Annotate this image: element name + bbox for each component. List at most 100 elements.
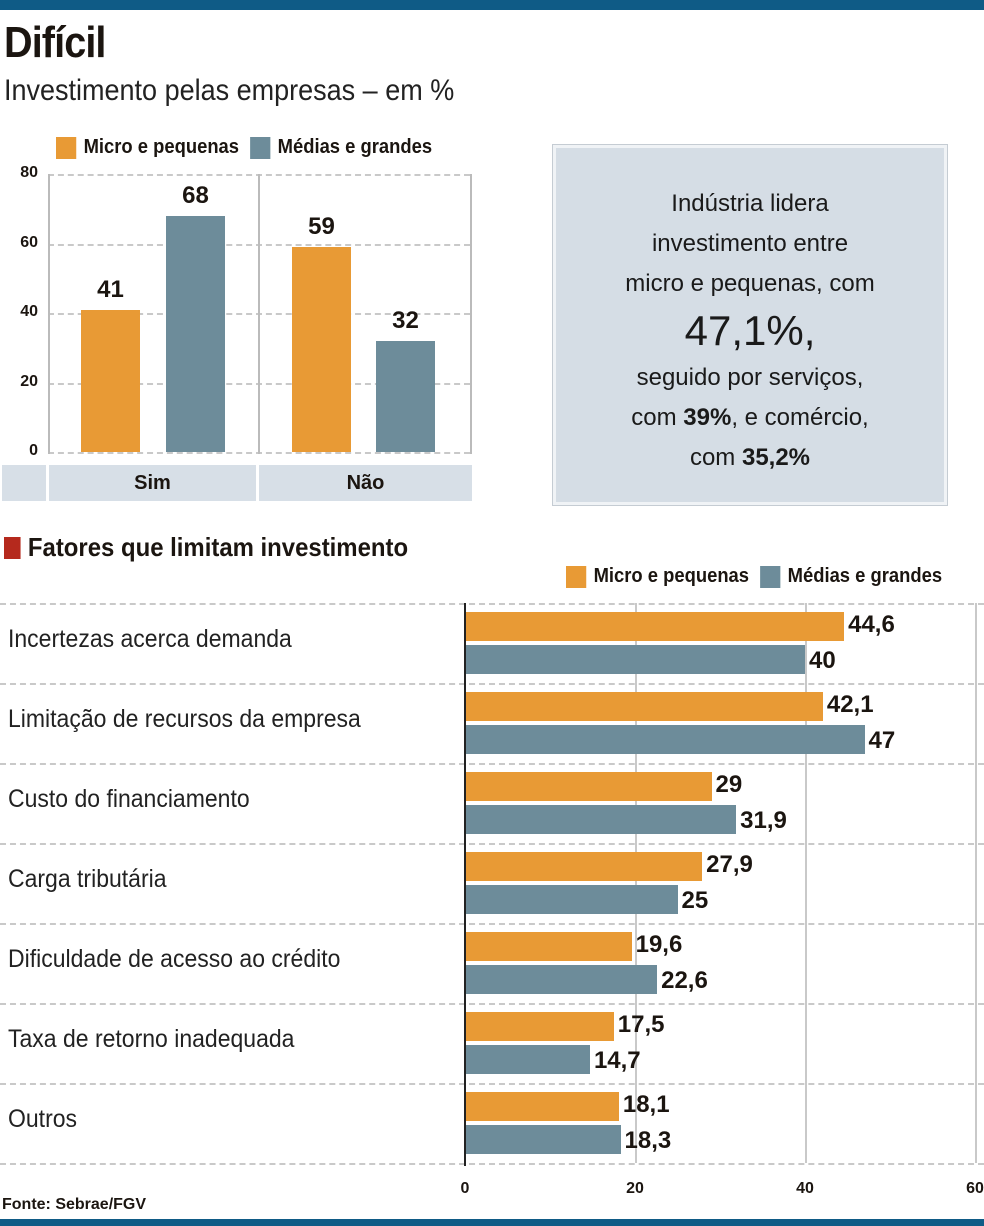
section-title: Fatores que limitam investimento: [4, 532, 408, 563]
data-label: 17,5: [617, 1011, 665, 1038]
data-label: 25: [681, 887, 709, 914]
legend-swatch-micro: [56, 136, 77, 159]
bottom-accent-bar: [0, 1219, 984, 1226]
page-title: Difícil: [4, 18, 106, 67]
data-label: 22,6: [661, 967, 708, 994]
legend-label-micro: Micro e pequenas: [83, 136, 240, 158]
info-line: Indústria lidera: [671, 190, 829, 217]
bar: [81, 309, 140, 452]
page-subtitle: Investimento pelas empresas – em %: [4, 74, 455, 107]
legend-swatch-medias: [250, 136, 271, 159]
legend-bottom: Micro e pequenas Médias e grandes: [566, 565, 942, 588]
y-tick-label: 60: [20, 233, 38, 251]
bar: [465, 932, 632, 961]
data-label: 18,3: [624, 1127, 672, 1154]
gridline: [805, 603, 807, 1163]
gridline: [975, 603, 977, 1163]
data-label: 14,7: [593, 1047, 641, 1074]
legend-swatch-micro: [566, 565, 587, 588]
y-tick-label: 20: [20, 372, 38, 390]
row-separator: [0, 923, 984, 925]
bar: [465, 885, 678, 914]
legend-label-micro: Micro e pequenas: [593, 565, 750, 587]
section-marker: [4, 536, 21, 559]
source-note: Fonte: Sebrae/FGV: [2, 1196, 147, 1213]
category-label: Incertezas acerca demanda: [8, 625, 292, 653]
info-line: micro e pequenas, com: [625, 270, 875, 297]
bar: [465, 725, 865, 754]
y-tick-label: 0: [29, 442, 38, 459]
top-accent-bar: [0, 0, 984, 10]
bar: [465, 1045, 590, 1074]
info-highlight: 47,1%,: [684, 307, 816, 354]
info-bold: 35,2%: [741, 444, 811, 471]
x-tick-label: 20: [626, 1180, 644, 1197]
info-text: , e comércio,: [731, 404, 869, 431]
bar: [465, 1092, 619, 1121]
info-text: com: [689, 444, 742, 471]
row-separator: [0, 843, 984, 845]
info-box: Indústria lidera investimento entre micr…: [553, 145, 947, 505]
row-separator: [0, 1163, 984, 1165]
bar: [465, 1012, 614, 1041]
bar: [166, 215, 225, 452]
row-separator: [0, 1083, 984, 1085]
bar: [292, 246, 351, 452]
bar: [465, 1125, 621, 1154]
category-label: Dificuldade de acesso ao crédito: [8, 945, 341, 973]
data-label: 40: [809, 647, 836, 674]
data-label: 19,6: [635, 931, 683, 958]
section-title-text: Fatores que limitam investimento: [27, 532, 409, 562]
x-tick-label: 60: [966, 1180, 984, 1197]
category-nao: Não: [259, 465, 472, 501]
category-label: Carga tributária: [8, 865, 167, 893]
data-label: 68: [182, 181, 209, 209]
axis-line: [48, 174, 50, 454]
legend-swatch-medias: [760, 565, 781, 588]
bar: [465, 772, 712, 801]
bar: [465, 612, 845, 641]
category-label: Limitação de recursos da empresa: [8, 705, 361, 733]
legend-top: Micro e pequenas Médias e grandes: [56, 136, 432, 159]
y-tick-label: 40: [20, 303, 38, 320]
info-line: com 39%, e comércio,: [556, 398, 944, 438]
info-line: investimento entre: [651, 230, 849, 257]
category-label: Taxa de retorno inadequada: [8, 1025, 295, 1053]
row-separator: [0, 683, 984, 685]
data-label: 29: [715, 771, 743, 798]
info-bold: 39%: [683, 404, 732, 431]
data-label: 41: [97, 275, 124, 303]
legend-label-medias: Médias e grandes: [787, 565, 943, 587]
row-separator: [0, 763, 984, 765]
legend-label-medias: Médias e grandes: [277, 136, 433, 158]
data-label: 18,1: [622, 1091, 670, 1118]
data-label: 32: [392, 306, 419, 334]
bar: [465, 692, 823, 721]
bar: [465, 965, 658, 994]
category-label: Outros: [8, 1105, 78, 1133]
data-label: 44,6: [848, 611, 895, 638]
info-line: com 35,2%: [556, 438, 944, 478]
data-label: 31,9: [740, 807, 787, 834]
info-line: seguido por serviços,: [636, 364, 864, 391]
bar: [376, 340, 435, 452]
axis-line: [464, 603, 466, 1166]
x-tick-label: 0: [460, 1180, 470, 1197]
bar: [465, 852, 703, 881]
category-axis-blank: [2, 465, 46, 501]
row-separator: [0, 1003, 984, 1005]
bar: [465, 805, 737, 834]
category-sim: Sim: [49, 465, 256, 501]
category-label: Custo do financiamento: [8, 785, 250, 813]
data-label: 27,9: [706, 851, 753, 878]
x-tick-label: 40: [796, 1180, 814, 1197]
bar: [465, 645, 805, 674]
y-tick-label: 80: [20, 164, 38, 181]
row-separator: [0, 603, 984, 605]
data-label: 59: [308, 212, 335, 240]
data-label: 42,1: [826, 691, 874, 718]
panel-divider: [258, 174, 260, 454]
info-text: com: [631, 404, 684, 431]
axis-line: [470, 174, 472, 454]
data-label: 47: [868, 727, 896, 754]
